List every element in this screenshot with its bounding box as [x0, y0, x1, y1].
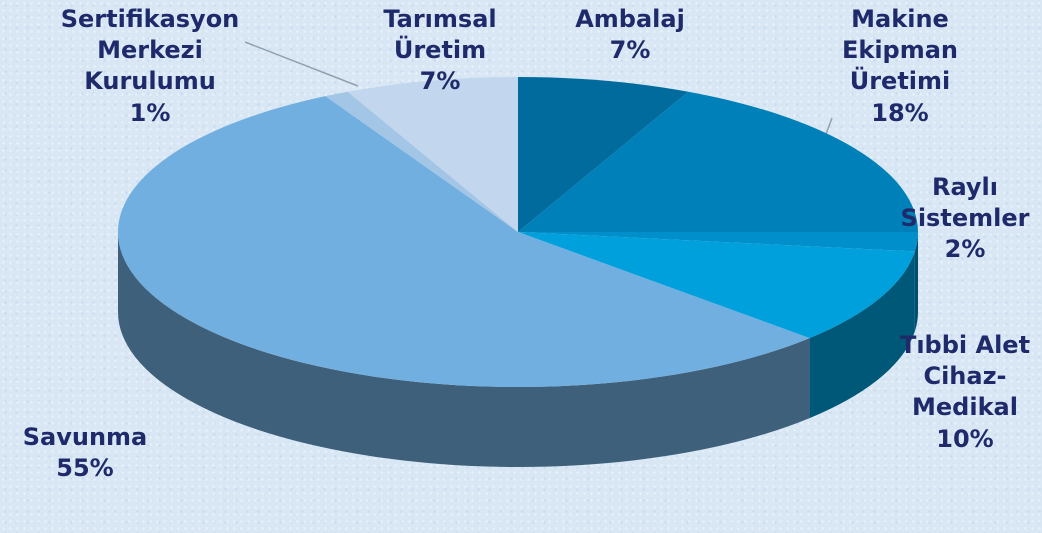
percent-label: 7% — [419, 67, 461, 96]
category-name: Makine Ekipman Üretimi — [841, 5, 959, 96]
slice — [117, 96, 810, 387]
slice — [518, 232, 915, 339]
percent-label: 55% — [56, 454, 114, 483]
slice-label: Raylı Sistemler 2% — [895, 172, 1035, 266]
leader-line — [825, 117, 833, 135]
percent-label: 1% — [129, 98, 171, 127]
category-name: Sertifikasyon Merkezi Kurulumu — [60, 5, 240, 96]
slice-side — [117, 232, 810, 467]
slice — [518, 77, 689, 232]
slice-label: Sertifikasyon Merkezi Kurulumu 1% — [35, 4, 265, 129]
percent-label: 10% — [936, 424, 994, 453]
category-name: Savunma — [22, 423, 148, 451]
percent-label: 18% — [871, 98, 929, 127]
slice — [347, 77, 518, 232]
category-name: Ambalaj — [575, 5, 685, 33]
slice-label: Tarımsal Üretim 7% — [370, 4, 510, 98]
pie — [117, 77, 918, 467]
slice-label: Ambalaj 7% — [560, 4, 700, 66]
percent-label: 7% — [609, 36, 651, 65]
slice — [518, 91, 918, 233]
category-name: Tıbbi Alet Cihaz-Medikal — [899, 331, 1031, 422]
leader-line — [244, 41, 359, 87]
category-name: Raylı Sistemler — [900, 173, 1030, 233]
slice-label: Makine Ekipman Üretimi 18% — [825, 4, 975, 129]
slice-label: Tıbbi Alet Cihaz-Medikal 10% — [885, 330, 1042, 455]
slice — [325, 91, 518, 233]
slice — [518, 232, 918, 252]
slice-side — [809, 251, 915, 419]
category-name: Tarımsal Üretim — [383, 5, 497, 65]
slice-label: Savunma 55% — [0, 422, 170, 484]
slice-side — [914, 232, 918, 332]
percent-label: 2% — [944, 235, 986, 264]
